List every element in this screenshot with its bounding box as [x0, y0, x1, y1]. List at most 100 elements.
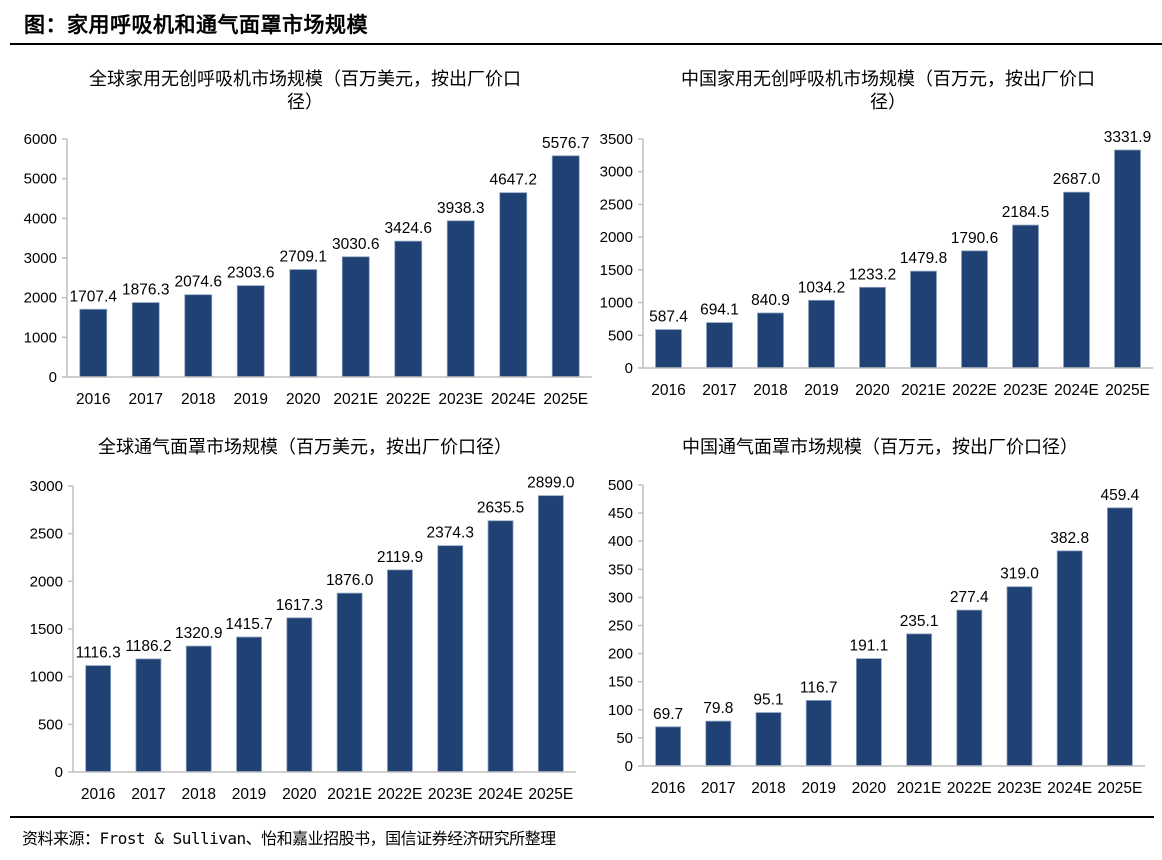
x-tick-label: 2025E — [528, 786, 573, 803]
chart-2-title-line2: 径） — [870, 92, 906, 113]
bar — [341, 256, 370, 378]
bar — [185, 645, 212, 773]
y-tick-label: 400 — [608, 533, 633, 550]
bar — [1056, 550, 1083, 767]
x-tick-label: 2016 — [81, 786, 115, 803]
y-tick-label: 150 — [608, 674, 633, 691]
data-label: 1876.3 — [122, 282, 169, 299]
y-tick-label: 200 — [608, 646, 633, 663]
data-label: 3424.6 — [385, 220, 432, 237]
data-label: 69.7 — [653, 706, 683, 723]
data-label: 1186.2 — [125, 638, 171, 655]
y-tick-label: 300 — [608, 589, 633, 606]
bar — [757, 312, 784, 369]
data-label: 1617.3 — [276, 597, 323, 614]
y-tick-label: 100 — [608, 702, 633, 719]
y-tick-label: 0 — [49, 369, 57, 386]
data-label: 1233.2 — [849, 266, 896, 283]
x-tick-label: 2020 — [852, 780, 887, 797]
y-tick-label: 4000 — [24, 210, 57, 227]
data-label: 1790.6 — [951, 230, 998, 247]
x-tick-label: 2022E — [378, 786, 423, 803]
data-label: 840.9 — [751, 292, 790, 309]
y-tick-label: 2500 — [30, 526, 63, 543]
bar — [755, 712, 782, 767]
chart-3-title-line1: 全球通气面罩市场规模（百万美元，按出厂价口径） — [98, 437, 512, 458]
page-title: 图：家用呼吸机和通气面罩市场规模 — [24, 13, 368, 37]
data-label: 95.1 — [753, 692, 783, 709]
y-tick-label: 5000 — [24, 171, 57, 188]
data-label: 3331.9 — [1104, 129, 1151, 146]
bar — [236, 636, 262, 773]
data-label: 1320.9 — [175, 625, 222, 642]
x-tick-label: 2021E — [327, 786, 372, 803]
bar — [289, 269, 318, 378]
bar — [286, 617, 313, 773]
x-tick-label: 2022E — [386, 391, 431, 408]
x-tick-label: 2021E — [901, 382, 946, 399]
bar — [1107, 507, 1133, 767]
data-label: 277.4 — [950, 589, 989, 606]
bar — [856, 658, 882, 767]
data-label: 1479.8 — [900, 250, 947, 267]
x-tick-label: 2016 — [651, 780, 685, 797]
y-tick-label: 50 — [616, 730, 633, 747]
y-tick-label: 250 — [608, 618, 633, 635]
x-tick-label: 2019 — [234, 391, 268, 408]
bar — [805, 700, 832, 767]
x-tick-label: 2018 — [751, 780, 785, 797]
data-label: 382.8 — [1050, 530, 1089, 547]
data-label: 2184.5 — [1002, 204, 1049, 221]
chart-4: 69.7 2016 79.8 2017 95.1 2018 116.7 2019 191.1 20… — [608, 477, 1145, 797]
data-label: 2635.5 — [477, 500, 524, 517]
data-label: 694.1 — [700, 302, 739, 319]
data-label: 2899.0 — [527, 475, 575, 492]
data-label: 116.7 — [800, 679, 838, 696]
data-label: 2709.1 — [280, 249, 327, 266]
data-label: 2303.6 — [227, 265, 274, 282]
bar — [487, 520, 514, 773]
bottom-divider — [10, 816, 1154, 818]
data-label: 235.1 — [900, 613, 939, 630]
bar — [1012, 224, 1039, 369]
x-tick-label: 2018 — [181, 391, 215, 408]
x-tick-label: 2024E — [491, 391, 536, 408]
bar — [808, 299, 835, 369]
data-label: 587.4 — [649, 309, 688, 326]
x-tick-label: 2024E — [478, 786, 523, 803]
bar — [131, 302, 160, 378]
bar — [1006, 586, 1033, 767]
y-tick-label: 500 — [38, 716, 63, 733]
bar — [551, 155, 580, 378]
data-label: 319.0 — [1000, 566, 1039, 583]
bar — [906, 633, 932, 767]
bar — [85, 665, 112, 773]
bar — [135, 658, 162, 773]
bar — [1114, 149, 1141, 369]
data-label: 3938.3 — [437, 200, 484, 217]
top-divider — [10, 43, 1162, 45]
x-tick-label: 2023E — [1003, 382, 1048, 399]
x-tick-label: 2019 — [804, 382, 838, 399]
chart-2: 587.4 2016 694.1 2017 840.9 2018 1034.2 2019 123… — [600, 129, 1153, 399]
bar — [859, 286, 886, 369]
y-tick-label: 3000 — [600, 164, 633, 181]
y-tick-label: 0 — [55, 764, 63, 781]
x-tick-label: 2025E — [1105, 382, 1150, 399]
chart-2-title: 中国家用无创呼吸机市场规模（百万元，按出厂价口 径） — [628, 68, 1148, 114]
x-tick-label: 2017 — [131, 786, 165, 803]
x-tick-label: 2020 — [855, 382, 890, 399]
data-label: 2687.0 — [1053, 171, 1101, 188]
y-tick-label: 3000 — [30, 478, 63, 495]
data-label: 1876.0 — [326, 572, 374, 589]
data-label: 3030.6 — [332, 236, 379, 253]
x-tick-label: 2023E — [997, 780, 1042, 797]
bar — [655, 726, 681, 767]
chart-3: 1116.3 2016 1186.2 2017 1320.9 2018 1415.7 2019… — [30, 475, 576, 803]
y-tick-label: 500 — [608, 477, 633, 494]
x-tick-label: 2016 — [651, 382, 685, 399]
y-tick-label: 500 — [608, 327, 633, 344]
x-tick-label: 2020 — [286, 391, 321, 408]
y-tick-label: 6000 — [24, 131, 57, 148]
